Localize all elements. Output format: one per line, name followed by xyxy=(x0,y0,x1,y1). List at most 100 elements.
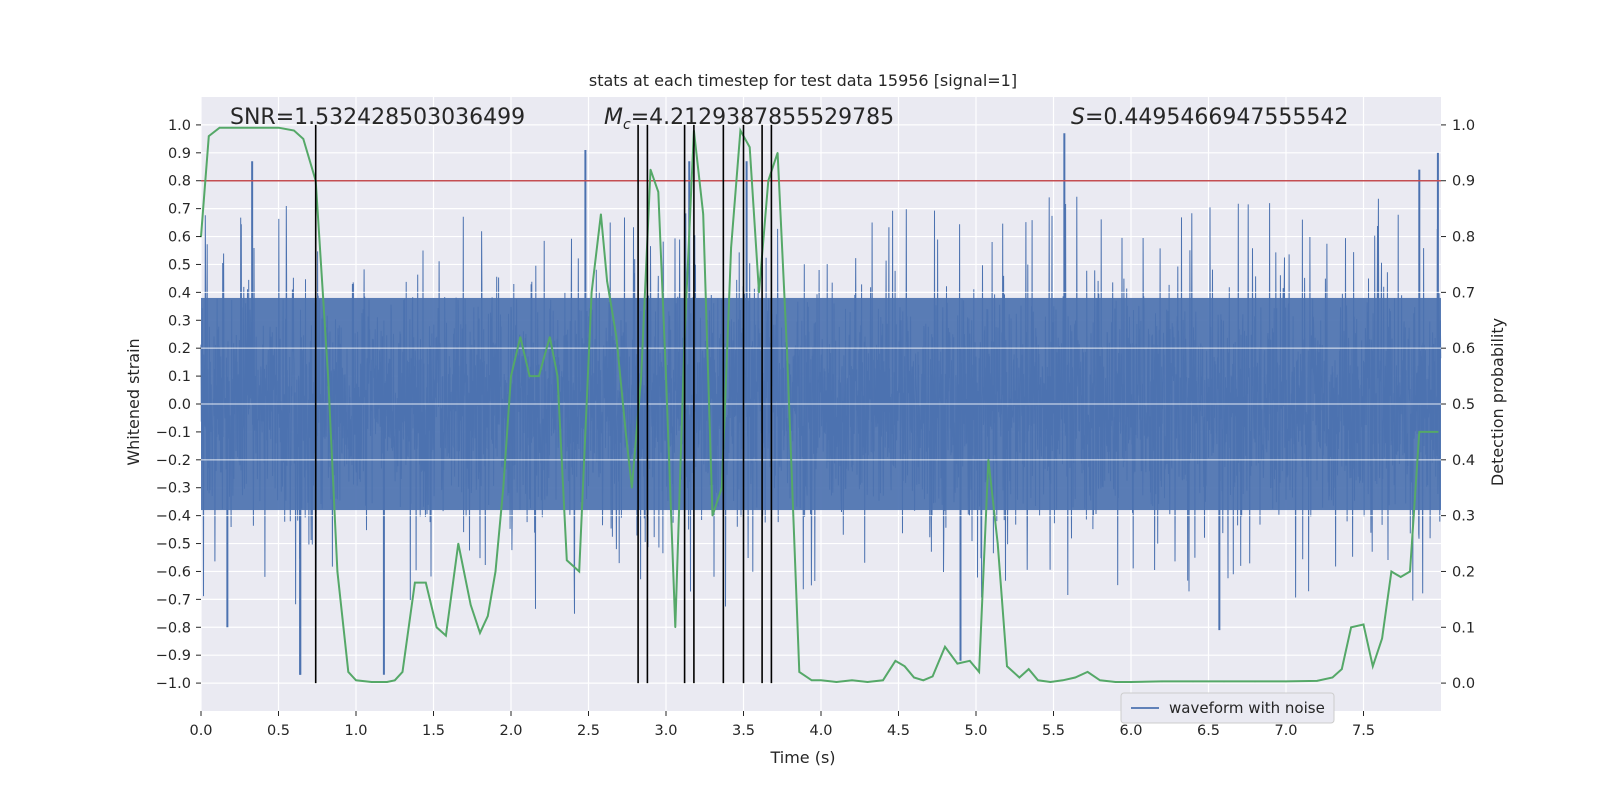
probability-point xyxy=(631,486,633,489)
chirp-mass-annotation: Mc=4.2129387855529785 xyxy=(604,105,894,133)
probability-point xyxy=(435,626,438,629)
left-y-tick-label: −0.2 xyxy=(156,453,191,469)
probability-point xyxy=(851,679,853,682)
probability-point xyxy=(347,671,350,673)
probability-point xyxy=(355,679,357,682)
probability-point xyxy=(987,459,990,461)
probability-point xyxy=(767,179,770,182)
probability-point xyxy=(538,375,540,377)
probability-point xyxy=(578,570,580,573)
probability-point xyxy=(519,336,522,338)
left-y-tick-label: 0.9 xyxy=(168,146,191,162)
x-tick-label: 6.0 xyxy=(1119,723,1142,739)
left-y-tick-label: 1.0 xyxy=(168,118,191,134)
left-y-tick-label: 0.2 xyxy=(168,341,191,357)
right-y-tick-label: 0.4 xyxy=(1452,453,1475,469)
right-y-tick-label: 0.9 xyxy=(1452,174,1475,190)
x-tick-label: 2.5 xyxy=(577,723,600,739)
probability-point xyxy=(1427,431,1430,433)
probability-point xyxy=(556,375,559,377)
probability-line xyxy=(200,126,1438,684)
probability-point xyxy=(913,676,915,679)
right-y-axis-ticks: 1.0 0.9 0.8 0.7 0.6 0.5 0.4 0.3 0.2 0.1 0.0 xyxy=(1441,118,1475,692)
event-vertical-lines xyxy=(314,124,773,684)
left-y-tick-label: 0.0 xyxy=(168,397,191,413)
probability-point xyxy=(336,570,339,573)
probability-point xyxy=(386,681,388,683)
probability-point xyxy=(1381,637,1383,640)
probability-point xyxy=(922,679,925,682)
probability-point xyxy=(1223,680,1225,683)
probability-point xyxy=(944,646,946,648)
probability-point xyxy=(711,514,714,517)
left-y-tick-label: −0.8 xyxy=(156,620,191,636)
probability-point xyxy=(606,280,608,283)
probability-point xyxy=(640,375,642,377)
probability-point xyxy=(566,559,568,562)
x-tick-label: 3.5 xyxy=(732,723,755,739)
chirp-mass-subscript: c xyxy=(623,117,631,133)
probability-point xyxy=(730,246,732,249)
x-tick-label: 7.5 xyxy=(1352,723,1375,739)
x-axis-ticks: 0.0 0.5 1.0 1.5 2.0 2.5 3.0 3.5 4.0 4.5 5.0 5.5 6.0 6… xyxy=(189,711,1375,739)
x-tick-label: 3.0 xyxy=(654,723,677,739)
probability-point xyxy=(1331,676,1334,679)
probability-point xyxy=(1074,676,1076,679)
x-tick-label: 5.5 xyxy=(1042,723,1065,739)
probability-point xyxy=(1027,668,1030,670)
probability-point xyxy=(721,486,723,489)
x-tick-label: 5.0 xyxy=(964,723,987,739)
probability-point xyxy=(702,213,704,216)
x-tick-label: 0.0 xyxy=(189,723,212,739)
left-y-tick-label: −0.4 xyxy=(156,509,191,525)
significance-value: =0.4495466947555542 xyxy=(1085,105,1348,130)
left-y-axis-label: Whitened strain xyxy=(124,338,143,465)
probability-point xyxy=(665,375,667,377)
left-y-tick-label: −0.7 xyxy=(156,592,191,608)
probability-point xyxy=(231,126,233,129)
right-y-tick-label: 0.0 xyxy=(1452,676,1475,692)
probability-point xyxy=(370,681,373,683)
probability-point xyxy=(882,679,884,682)
probability-point xyxy=(776,152,779,154)
left-y-axis-ticks: 1.0 0.9 0.8 0.7 0.6 0.5 0.4 0.3 0.2 0.1 0.0 −0.1 −0.… xyxy=(156,118,201,692)
x-tick-label: 0.5 xyxy=(267,723,290,739)
left-y-tick-label: −0.3 xyxy=(156,481,191,497)
probability-point xyxy=(302,138,305,140)
probability-point xyxy=(978,671,980,673)
left-y-tick-label: −0.5 xyxy=(156,537,191,553)
x-tick-label: 2.0 xyxy=(499,723,522,739)
probability-point xyxy=(1350,626,1352,629)
probability-point xyxy=(262,126,264,129)
right-y-tick-label: 0.7 xyxy=(1452,285,1475,301)
probability-point xyxy=(758,291,760,294)
probability-point xyxy=(1285,680,1287,683)
probability-point xyxy=(494,570,497,573)
right-y-tick-label: 0.2 xyxy=(1452,564,1475,580)
probability-point xyxy=(1409,570,1411,573)
probability-point xyxy=(486,615,489,617)
probability-point xyxy=(1130,681,1132,683)
left-y-tick-label: −0.9 xyxy=(156,648,191,664)
x-axis-label: Time (s) xyxy=(769,748,835,767)
left-y-tick-label: −1.0 xyxy=(156,676,191,692)
probability-point xyxy=(1114,681,1117,683)
probability-point xyxy=(1418,431,1421,433)
probability-point xyxy=(657,191,660,193)
probability-point xyxy=(1161,680,1163,683)
left-y-tick-label: 0.3 xyxy=(168,313,191,329)
legend-label-waveform: waveform with noise xyxy=(1169,699,1325,717)
probability-point xyxy=(1192,680,1194,683)
waveform-series xyxy=(200,133,1442,675)
chart-title: stats at each timestep for test data 159… xyxy=(589,71,1017,90)
chirp-mass-value: =4.2129387855529785 xyxy=(631,105,894,130)
probability-point xyxy=(424,581,427,584)
right-y-tick-label: 0.5 xyxy=(1452,397,1475,413)
left-y-tick-label: 0.8 xyxy=(168,174,191,190)
probability-point xyxy=(510,375,512,377)
probability-point xyxy=(469,604,472,606)
probability-point xyxy=(218,126,221,129)
probability-point xyxy=(810,679,813,682)
probability-point xyxy=(624,431,627,433)
